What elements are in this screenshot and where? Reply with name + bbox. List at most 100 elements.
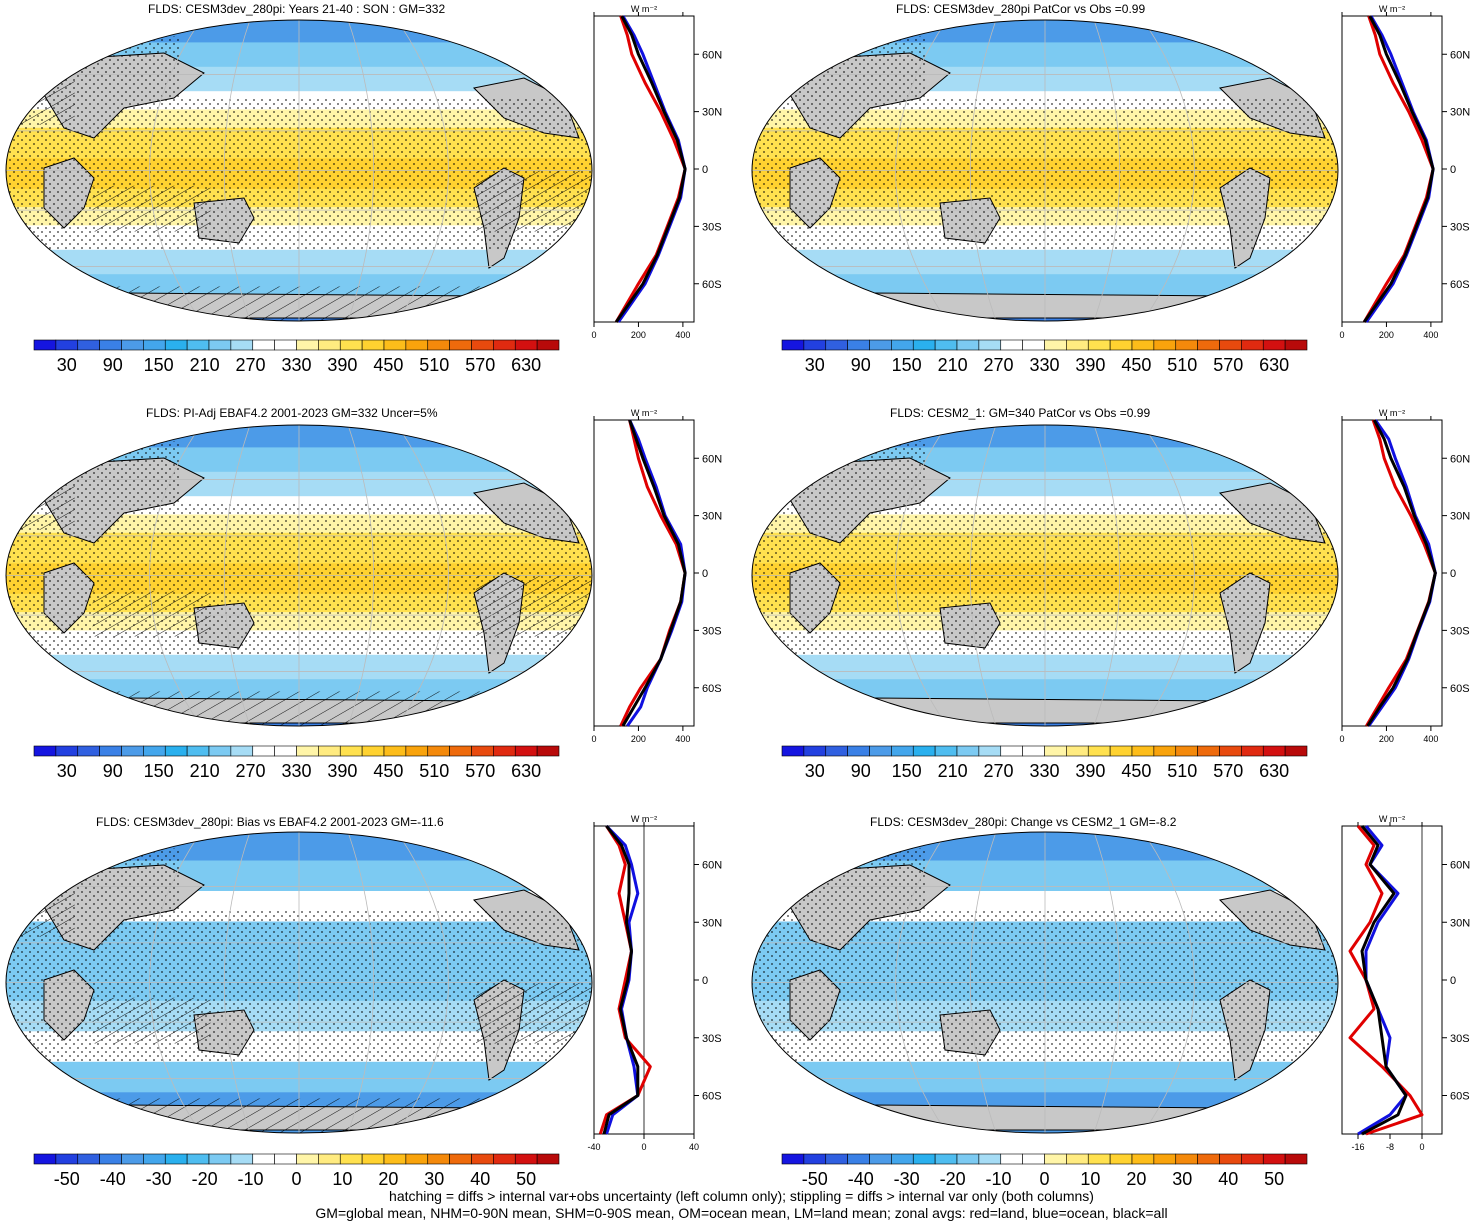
colorbar-swatch [493,1153,516,1165]
map-border [751,831,1339,1134]
lat-label: 60S [1450,279,1470,291]
colorbar-swatch [1066,339,1089,351]
colorbar-label: 630 [1259,761,1289,781]
zonal-frame [593,419,695,727]
colorbar-label: 150 [144,355,174,375]
colorbar-swatch [164,339,188,351]
colorbar-swatch [1044,339,1067,351]
colorbar-swatch [449,745,472,757]
colorbar-swatch [912,745,936,757]
colorbar-swatch [55,339,79,351]
map [5,19,593,322]
zonal-unit-label: W m⁻² [631,4,657,14]
map [5,424,593,727]
zonal-series-all [602,825,640,1135]
gridline [969,425,998,726]
colorbar-label: 330 [1029,355,1059,375]
hatching [92,185,211,232]
hatching [6,484,75,530]
colorbar-swatch [912,339,936,351]
zonal-x-label: 400 [675,734,690,744]
zonal-x-label: 40 [689,1142,699,1152]
zonal-unit-label: W m⁻² [631,814,657,824]
zonal-x-label: -16 [1351,1142,1364,1152]
colorbar-swatch [99,1153,122,1165]
colorbar-swatch [934,1153,958,1165]
hatching [476,575,592,637]
colorbar-swatch [77,745,100,757]
colorbar-swatch [1153,1153,1177,1165]
colorbar-label: 50 [516,1169,536,1189]
colorbar-swatch [1000,339,1023,351]
zonal-x-label: 0 [1339,734,1344,744]
zonal-series-all [1362,15,1435,323]
gridline [895,832,949,1133]
lat-label: 60N [702,453,722,465]
colorbar-swatch [164,1153,188,1165]
stippling [752,36,927,98]
lat-label: 0 [1450,164,1456,176]
colorbar-label: 30 [805,355,825,375]
colorbar-label: 210 [190,761,220,781]
colorbar-swatch [339,745,363,757]
colorbar: 30 90 150 210 270 330 390 450 510 570 630 [781,745,1308,781]
colorbar-label: 630 [511,761,541,781]
colorbar-swatch [1241,745,1264,757]
colorbar-swatch [318,745,341,757]
colorbar-swatch [781,745,805,757]
colorbar-swatch [847,339,870,351]
colorbar-swatch [274,745,297,757]
panel-title: FLDS: CESM2_1: GM=340 PatCor vs Obs =0.9… [890,406,1151,420]
zonal-mean-plot: W m⁻² 60N 30N 0 30S 60S 0 200 400 [1339,408,1470,744]
colorbar-swatch [1262,745,1286,757]
colorbar-swatch [77,1153,100,1165]
colorbar-label: 90 [851,761,871,781]
colorbar-swatch [1219,745,1242,757]
colorbar-swatch [1197,339,1220,351]
zonal-x-label: 0 [641,1142,646,1152]
zonal-x-label: 0 [1339,330,1344,340]
zonal-mean-plot: W m⁻² 60N 30N 0 30S 60S -40 0 40 [587,814,722,1152]
colorbar-swatch [978,745,1002,757]
colorbar-label: 630 [1259,355,1289,375]
colorbar-label: 0 [291,1169,301,1189]
colorbar-swatch [869,745,892,757]
colorbar-swatch [1087,1153,1111,1165]
colorbar: 30 90 150 210 270 330 390 450 510 570 630 [781,339,1308,375]
colorbar-swatch [1109,1153,1133,1165]
colorbar-swatch [339,339,363,351]
lat-label: 30N [1450,511,1470,523]
lat-label: 60N [1450,49,1470,61]
colorbar-label: 330 [1029,761,1059,781]
colorbar-swatch [405,339,429,351]
colorbar-swatch [33,1153,57,1165]
gridline [149,832,203,1133]
colorbar-swatch [847,745,870,757]
colorbar-swatch [230,745,254,757]
colorbar-swatch [186,745,210,757]
colorbar-swatch [471,745,494,757]
colorbar-label: 510 [1167,355,1197,375]
zonal-unit-label: W m⁻² [1379,4,1405,14]
lat-label: 60S [1450,1091,1470,1103]
colorbar-swatch [1066,1153,1089,1165]
colorbar: -50 -40 -30 -20 -10 0 10 20 30 40 50 [33,1153,560,1189]
colorbar-swatch [99,745,122,757]
colorbar-label: 270 [236,761,266,781]
lat-label: 0 [702,975,708,987]
colorbar-label: 210 [190,355,220,375]
colorbar-label: -10 [986,1169,1012,1189]
colorbar-swatch [1131,339,1155,351]
colorbar-label: 330 [281,355,311,375]
colorbar-label: 210 [938,761,968,781]
colorbar-swatch [1131,1153,1155,1165]
colorbar-label: 90 [851,355,871,375]
lat-label: 30S [702,1033,722,1045]
zonal-x-label: -40 [587,1142,600,1152]
colorbar-swatch [1241,1153,1264,1165]
colorbar-swatch [383,1153,407,1165]
colorbar-label: 270 [984,355,1014,375]
colorbar-label: 30 [805,761,825,781]
colorbar-swatch [55,745,79,757]
colorbar-swatch [825,1153,848,1165]
